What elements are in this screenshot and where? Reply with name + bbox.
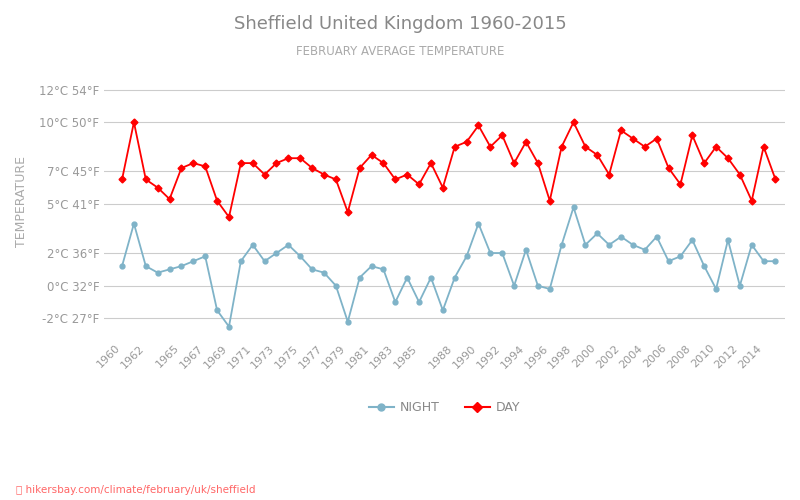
Y-axis label: TEMPERATURE: TEMPERATURE	[15, 156, 28, 247]
Legend: NIGHT, DAY: NIGHT, DAY	[364, 396, 526, 419]
Text: FEBRUARY AVERAGE TEMPERATURE: FEBRUARY AVERAGE TEMPERATURE	[296, 45, 504, 58]
Text: 📍 hikersbay.com/climate/february/uk/sheffield: 📍 hikersbay.com/climate/february/uk/shef…	[16, 485, 255, 495]
Text: Sheffield United Kingdom 1960-2015: Sheffield United Kingdom 1960-2015	[234, 15, 566, 33]
